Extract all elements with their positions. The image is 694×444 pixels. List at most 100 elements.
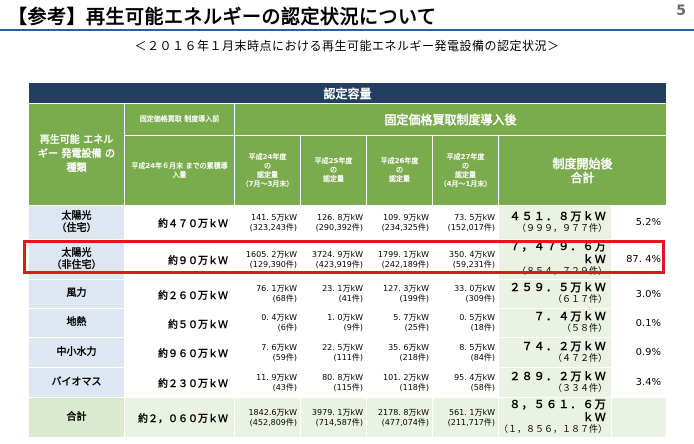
row-label: 地熱 <box>28 308 125 338</box>
row-label: 風力 <box>28 279 125 309</box>
header-year-2: 平成25年度の認定量 <box>300 135 367 206</box>
capacity-value: 350. 4万kW <box>449 249 495 259</box>
total-count: （８５４，７２９件） <box>516 267 607 277</box>
share-percent: 3.4% <box>610 367 668 398</box>
header-year-line1: 平成27年度 <box>446 152 485 161</box>
table-row: 中小水力 約９６０万ｋＷ 7. 6万kW (59件) 22. 5万kW (111件) 35.… <box>28 337 668 368</box>
year-value-cell: 0. 4万kW (6件) <box>234 308 301 338</box>
row-label: 太陽光 （住宅） <box>28 205 125 240</box>
capacity-value: 7. 6万kW <box>261 342 297 352</box>
capacity-value: 3979. 1万kW <box>311 407 363 417</box>
total-capacity: ８，５６１．６万ｋＷ <box>509 398 607 425</box>
header-energy-type: 再生可能 エネルギー 発電設備 の種類 <box>28 103 125 206</box>
table-row: 太陽光 （非住宅） 約９０万ｋＷ 1605. 2万kW (129,390件) 3724. … <box>28 239 668 280</box>
count-value: (18件) <box>470 323 495 332</box>
capacity-value: 80. 8万kW <box>322 372 363 382</box>
capacity-value: 1. 0万kW <box>327 313 363 322</box>
pre-fit-value: 約９６０万ｋＷ <box>124 337 235 368</box>
total-since-start-cell: ７．４万ｋＷ （５８件） <box>498 308 612 338</box>
count-value: (323,243件) <box>249 222 297 232</box>
capacity-value: 3724. 9万kW <box>311 249 363 259</box>
capacity-value: 1842.6万kW <box>248 407 297 417</box>
count-value: (477,074件) <box>381 417 429 427</box>
page-number: 5 <box>676 3 686 19</box>
row-label-line: （住宅） <box>56 222 97 234</box>
header-total-line: 制度開始後 <box>552 156 613 171</box>
year-value-cell: 80. 8万kW (115件) <box>300 367 367 398</box>
year-value-cell: 95. 4万kW (58件) <box>432 367 499 398</box>
table-row: 合計 約２，０６０万ｋＷ 1842.6万kW (452,809件) 3979. 1万kW… <box>28 397 668 438</box>
capacity-value: 33. 0万kW <box>454 284 495 293</box>
count-value: (6件) <box>277 323 297 332</box>
total-count: （１，８５６，１８７件） <box>499 425 608 435</box>
year-value-cell: 1799. 1万kW (242,189件) <box>366 239 433 280</box>
capacity-value: 22. 5万kW <box>322 342 363 352</box>
header-year-4: 平成27年度の認定量 （4月～1月末） <box>432 135 499 206</box>
count-value: (25件) <box>404 323 429 332</box>
pre-fit-value: 約２６０万ｋＷ <box>124 279 235 309</box>
total-since-start-cell: ４５１．８万ｋＷ （９９９，９７７件） <box>498 205 612 240</box>
title-underline <box>0 29 694 31</box>
header-pre-fit-cumulative: 平成24年６月末 までの累積導入量 <box>124 135 235 206</box>
table-row: 太陽光 （住宅） 約４７０万ｋＷ 141. 5万kW (323,243件) 126. 8万… <box>28 205 668 240</box>
total-since-start-cell: ７，４７９．６万ｋＷ （８５４，７２９件） <box>498 239 612 280</box>
count-value: (59,231件) <box>452 259 495 269</box>
year-value-cell: 561. 1万kW (211,717件) <box>432 397 499 438</box>
total-since-start-cell: ８，５６１．６万ｋＷ （１，８５６，１８７件） <box>498 397 612 438</box>
year-value-cell: 141. 5万kW (323,243件) <box>234 205 301 240</box>
count-value: (68件) <box>272 294 297 303</box>
year-value-cell: 35. 6万kW (218件) <box>366 337 433 368</box>
total-capacity: ２８９．２万ｋＷ <box>509 369 607 383</box>
table-row: 地熱 約５０万ｋＷ 0. 4万kW (6件) 1. 0万kW (9件) 5. 7万kW (25… <box>28 308 668 338</box>
total-since-start-cell: ２８９．２万ｋＷ （３３４件） <box>498 367 612 398</box>
share-percent: 5.2% <box>610 205 668 240</box>
pre-fit-value: 約９０万ｋＷ <box>124 239 235 280</box>
year-value-cell: 73. 5万kW (152,017件) <box>432 205 499 240</box>
share-percent: 87. 4% <box>610 239 668 280</box>
count-value: (9件) <box>343 323 363 332</box>
capacity-value: 5. 7万kW <box>393 313 429 322</box>
count-value: (152,017件) <box>447 222 495 232</box>
row-label-line: 風力 <box>66 288 87 299</box>
total-capacity: ２５９．５万ｋＷ <box>509 281 607 294</box>
row-label-line: 合計 <box>66 411 87 423</box>
year-value-cell: 1. 0万kW (9件) <box>300 308 367 338</box>
year-value-cell: 3979. 1万kW (714,587件) <box>300 397 367 438</box>
year-value-cell: 0. 5万kW (18件) <box>432 308 499 338</box>
header-post-fit: 固定価格買取制度導入後 <box>233 103 668 136</box>
total-since-start-cell: ７４．２万ｋＷ （４７２件） <box>498 337 612 368</box>
year-value-cell: 109. 9万kW (234,325件) <box>366 205 433 240</box>
year-value-cell: 76. 1万kW (68件) <box>234 279 301 309</box>
count-value: (199件) <box>399 294 429 303</box>
count-value: (111件) <box>333 352 363 362</box>
capacity-value: 1605. 2万kW <box>245 249 297 259</box>
count-value: (714,587件) <box>315 417 363 427</box>
certification-table: 認定容量 再生可能 エネルギー 発電設備 の種類 固定価格買取 制度導入前 固定… <box>27 82 668 438</box>
count-value: (118件) <box>399 382 429 392</box>
year-value-cell: 126. 8万kW (290,392件) <box>300 205 367 240</box>
count-value: (115件) <box>333 382 363 392</box>
year-value-cell: 7. 6万kW (59件) <box>234 337 301 368</box>
count-value: (59件) <box>272 352 297 362</box>
header-year-1: 平成24年度の認定量 （7月～3月末） <box>234 135 301 206</box>
row-label: 中小水力 <box>28 337 125 368</box>
capacity-value: 73. 5万kW <box>454 212 495 222</box>
page-title: 【参考】再生可能エネルギーの認定状況について <box>8 6 437 28</box>
header-year-line2: の <box>264 161 271 170</box>
count-value: (452,809件) <box>249 417 297 427</box>
year-value-cell: 11. 9万kW (43件) <box>234 367 301 398</box>
header-year-line2: の <box>462 161 469 170</box>
header-pre-fit: 固定価格買取 制度導入前 <box>124 103 235 136</box>
capacity-value: 76. 1万kW <box>256 284 297 293</box>
capacity-value: 127. 3万kW <box>383 284 429 293</box>
header-year-3: 平成26年度の認定量 <box>366 135 433 206</box>
year-value-cell: 33. 0万kW (309件) <box>432 279 499 309</box>
total-count: （５８件） <box>561 324 607 334</box>
count-value: (58件) <box>470 382 495 392</box>
capacity-value: 23. 1万kW <box>322 284 363 293</box>
share-percent: 0.9% <box>610 337 668 368</box>
total-since-start-cell: ２５９．５万ｋＷ （６１７件） <box>498 279 612 309</box>
year-value-cell: 2178. 8万kW (477,074件) <box>366 397 433 438</box>
total-capacity: ４５１．８万ｋＷ <box>509 209 607 223</box>
year-value-cell: 22. 5万kW (111件) <box>300 337 367 368</box>
